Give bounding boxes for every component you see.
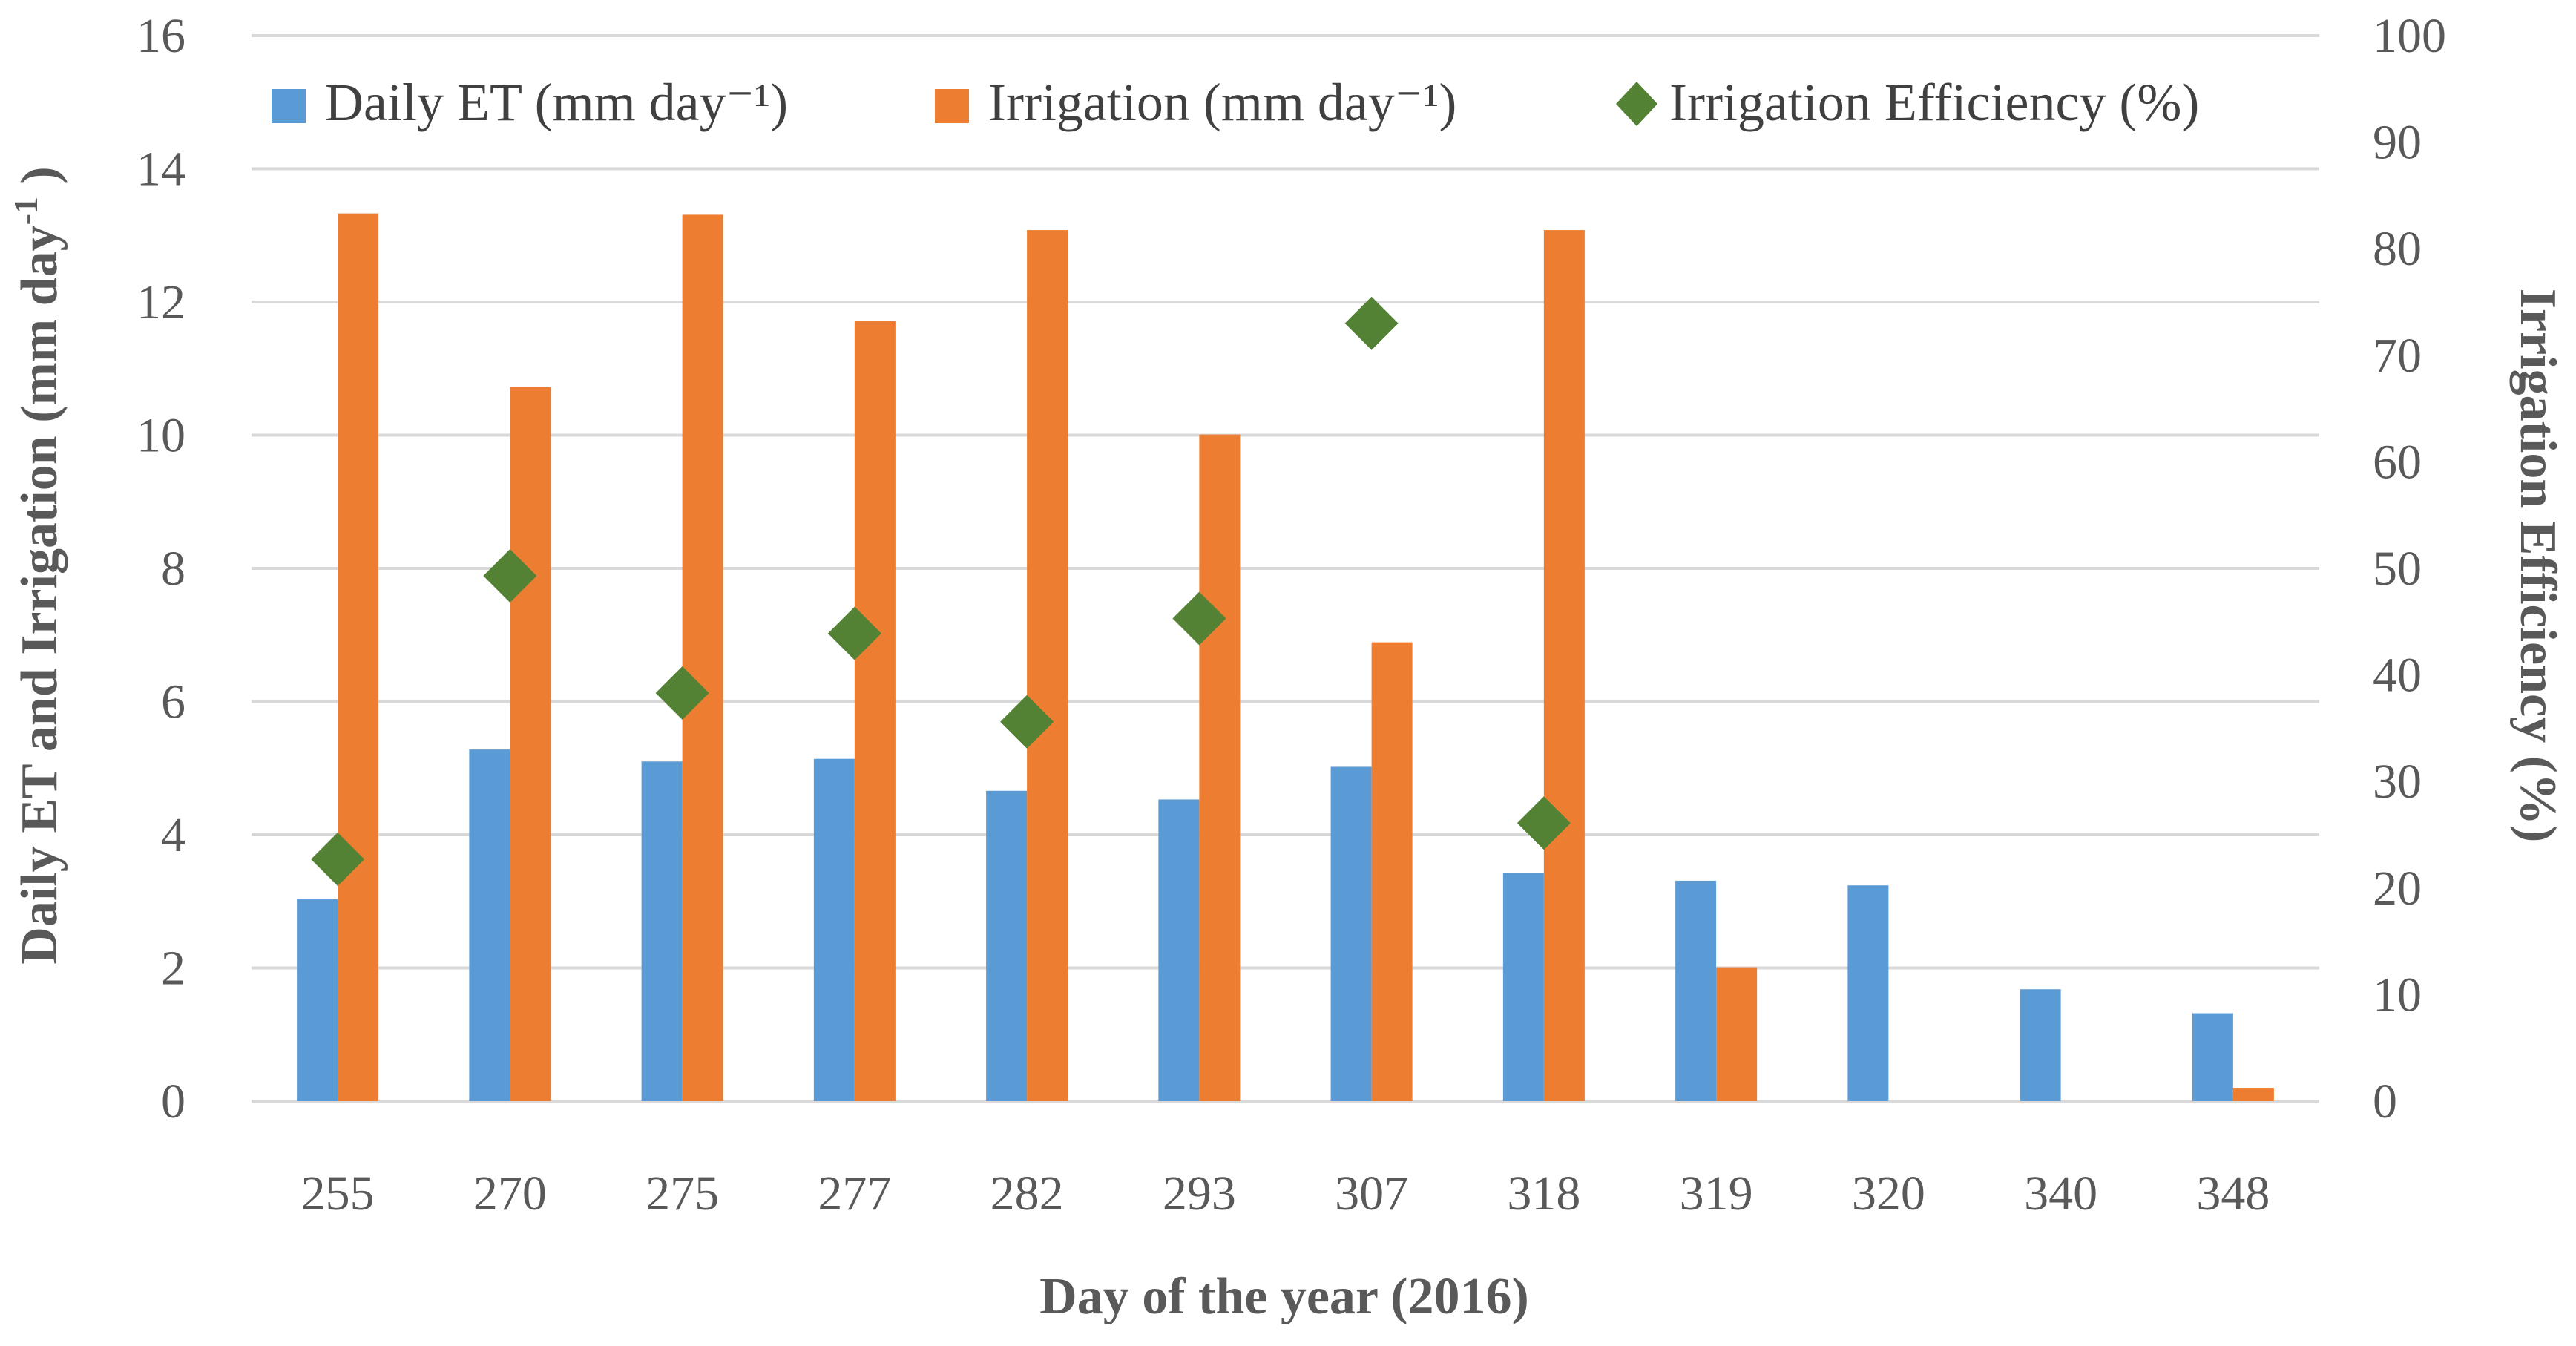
irrigation-bar — [854, 321, 896, 1102]
x-tick-label: 255 — [301, 1166, 375, 1221]
irrigation-bar — [338, 213, 379, 1101]
y-tick-label: 2 — [161, 942, 185, 996]
x-tick-label: 282 — [990, 1166, 1064, 1221]
x-tick-label: 318 — [1507, 1166, 1580, 1221]
y-tick-label: 6 — [161, 675, 185, 729]
y2-tick-label: 50 — [2373, 542, 2422, 596]
y2-tick-label: 60 — [2373, 435, 2422, 489]
legend-label-irrigation: Irrigation (mm day⁻¹) — [988, 73, 1456, 132]
legend-swatch-irrigation — [935, 89, 969, 123]
x-tick-label: 293 — [1163, 1166, 1236, 1221]
daily-et-bar — [986, 790, 1028, 1101]
efficiency-point — [1000, 695, 1054, 749]
x-tick-label: 277 — [818, 1166, 891, 1221]
y2-tick-label: 90 — [2373, 116, 2422, 170]
y2-tick-label: 80 — [2373, 222, 2422, 276]
irrigation-bar — [510, 387, 551, 1101]
left-axis-ticks: 0 2 4 6 8 10 12 14 16 — [137, 9, 185, 1129]
efficiency-point — [311, 833, 365, 887]
y2-tick-label: 20 — [2373, 861, 2422, 916]
irrigation-bar — [2232, 1088, 2274, 1101]
irrigation-bar — [1027, 230, 1068, 1101]
daily-et-bar — [1847, 885, 1889, 1101]
y-tick-label: 4 — [161, 808, 185, 862]
x-tick-label: 320 — [1852, 1166, 1925, 1221]
efficiency-point — [1172, 591, 1226, 646]
y-tick-label: 10 — [137, 409, 185, 463]
x-tick-label: 340 — [2024, 1166, 2097, 1221]
bars — [297, 213, 2274, 1102]
daily-et-bar — [469, 749, 510, 1101]
efficiency-point — [1517, 796, 1571, 850]
y2-tick-label: 100 — [2373, 9, 2446, 63]
daily-et-bar — [297, 899, 338, 1101]
daily-et-bar — [1330, 766, 1372, 1101]
x-tick-label: 319 — [1680, 1166, 1753, 1221]
irrigation-bar — [1543, 230, 1585, 1101]
legend-label-efficiency: Irrigation Efficiency (%) — [1669, 73, 2199, 132]
daily-et-bar — [1502, 873, 1544, 1101]
y2-tick-label: 70 — [2373, 329, 2422, 383]
legend-swatch-daily-et — [272, 89, 306, 123]
gridlines — [252, 34, 2319, 1103]
efficiency-point — [827, 606, 881, 660]
legend: Daily ET (mm day⁻¹) Irrigation (mm day⁻¹… — [272, 73, 2199, 132]
daily-et-bar — [2020, 989, 2061, 1101]
efficiency-point — [1344, 296, 1399, 350]
irrigation-bar — [682, 214, 723, 1101]
x-axis-title: Day of the year (2016) — [1039, 1268, 1529, 1325]
daily-et-bar — [2192, 1013, 2233, 1101]
y-tick-label: 12 — [137, 275, 185, 329]
irrigation-bar — [1371, 642, 1413, 1101]
right-axis-ticks: 0 10 20 30 40 50 60 70 80 90 100 — [2373, 9, 2446, 1129]
y2-tick-label: 30 — [2373, 755, 2422, 809]
x-axis-ticks: 255 270 275 277 282 293 307 318 319 320 340 348 — [301, 1166, 2270, 1221]
legend-marker-efficiency — [1616, 82, 1657, 126]
y2-tick-label: 0 — [2373, 1074, 2397, 1129]
irrigation-bar — [1199, 434, 1241, 1101]
y-axis-title: Daily ET and Irrigation (mm day-1 ) — [7, 166, 68, 964]
daily-et-bar — [1158, 799, 1200, 1101]
y-tick-label: 16 — [137, 9, 185, 63]
y-tick-label: 14 — [137, 142, 185, 197]
legend-label-daily-et: Daily ET (mm day⁻¹) — [325, 73, 788, 132]
efficiency-point — [655, 666, 709, 720]
x-tick-label: 307 — [1335, 1166, 1408, 1221]
efficiency-points — [311, 296, 1571, 887]
x-tick-label: 275 — [645, 1166, 719, 1221]
daily-et-bar — [1675, 880, 1717, 1101]
y2-tick-label: 40 — [2373, 649, 2422, 703]
y2-axis-title: Irrigation Efficiency (%) — [2509, 289, 2566, 842]
y2-tick-label: 10 — [2373, 968, 2422, 1022]
daily-et-bar — [641, 761, 683, 1101]
daily-et-bar — [813, 758, 855, 1101]
irrigation-bar — [1716, 967, 1758, 1101]
y-tick-label: 8 — [161, 542, 185, 596]
x-tick-label: 348 — [2196, 1166, 2270, 1221]
x-tick-label: 270 — [473, 1166, 547, 1221]
efficiency-point — [483, 549, 537, 603]
y-tick-label: 0 — [161, 1074, 185, 1129]
